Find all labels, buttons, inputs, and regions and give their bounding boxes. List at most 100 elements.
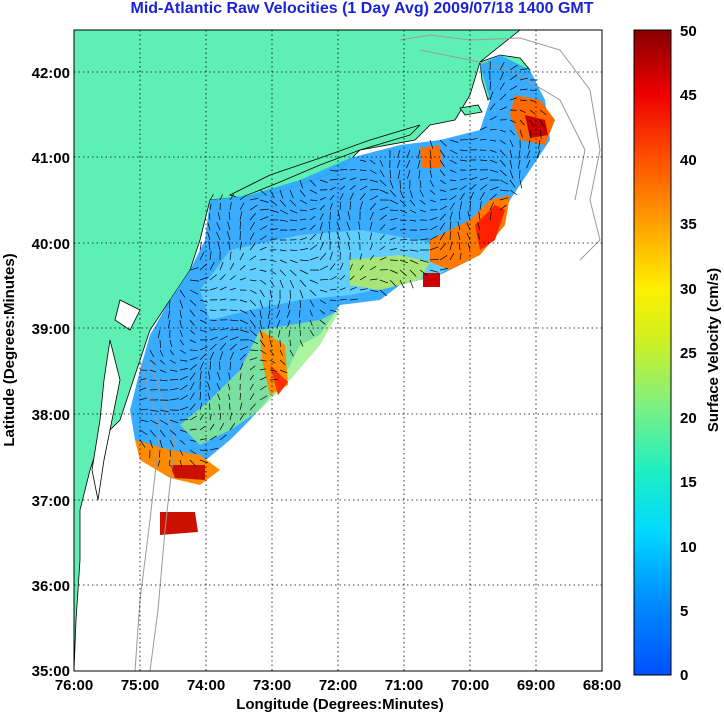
velocity-vector: [209, 343, 217, 351]
velocity-vector: [157, 329, 161, 339]
velocity-vector: [379, 206, 389, 211]
velocity-vector: [499, 189, 509, 192]
velocity-vector: [259, 199, 269, 203]
velocity-vector: [409, 209, 417, 214]
map-title: Mid-Atlantic Raw Velocities (1 Day Avg) …: [130, 0, 594, 17]
velocity-vector: [417, 149, 421, 159]
velocity-vector: [229, 402, 231, 411]
velocity-vector: [189, 267, 199, 271]
velocity-vector: [199, 241, 202, 251]
velocity-vector: [509, 149, 513, 159]
velocity-vector: [269, 289, 273, 299]
velocity-vector: [489, 139, 497, 142]
velocity-vector: [419, 209, 426, 213]
velocity-vector: [309, 279, 319, 284]
velocity-vector: [199, 402, 203, 411]
velocity-vector: [229, 262, 235, 271]
velocity-vector: [287, 299, 291, 309]
velocity-vector: [389, 169, 392, 179]
velocity-vector: [406, 149, 411, 159]
x-tick-label: 71:00: [385, 677, 423, 694]
velocity-vector: [279, 269, 286, 277]
velocity-vector: [288, 329, 291, 337]
velocity-vector: [289, 289, 291, 299]
velocity-vector: [519, 88, 528, 91]
velocity-vector: [329, 276, 337, 281]
velocity-vector: [329, 202, 333, 211]
velocity-vector: [259, 189, 267, 196]
velocity-vector: [499, 129, 506, 133]
velocity-vector: [219, 422, 225, 431]
velocity-vector: [259, 299, 263, 309]
velocity-vector: [209, 287, 218, 291]
velocity-vector: [229, 193, 234, 201]
velocity-vector: [479, 126, 488, 131]
velocity-vector: [399, 219, 407, 222]
colorbar-tick: 35: [680, 216, 697, 233]
velocity-vector: [539, 129, 542, 139]
velocity-vector: [149, 369, 157, 373]
colorbar-tick: 0: [680, 667, 688, 684]
velocity-vector: [269, 359, 276, 364]
velocity-vector: [139, 387, 147, 391]
velocity-vector: [439, 205, 447, 211]
velocity-vector: [369, 195, 379, 201]
velocity-vector: [369, 211, 374, 221]
velocity-vector: [509, 169, 514, 179]
velocity-vector: [369, 179, 378, 183]
velocity-vector: [449, 241, 453, 251]
velocity-vector: [509, 97, 518, 101]
velocity-vector: [319, 265, 328, 271]
velocity-vector: [227, 231, 231, 241]
velocity-vector: [229, 329, 239, 331]
velocity-vector: [279, 189, 284, 199]
velocity-vector: [429, 189, 436, 195]
velocity-vector: [439, 159, 445, 168]
velocity-vector: [329, 251, 333, 261]
colorbar-tick: 45: [680, 87, 697, 104]
y-tick-label: 39:00: [32, 321, 70, 338]
velocity-vector: [189, 415, 197, 421]
velocity-vector: [139, 429, 148, 436]
velocity-vector: [279, 279, 284, 289]
x-tick-label: 76:00: [55, 677, 93, 694]
velocity-vector: [149, 429, 157, 438]
velocity-vector: [477, 233, 481, 241]
x-tick-label: 68:00: [583, 677, 621, 694]
velocity-vector: [179, 406, 189, 411]
velocity-vector: [329, 263, 336, 271]
velocity-vector: [429, 169, 433, 179]
velocity-vector: [519, 77, 529, 81]
velocity-vector: [466, 222, 471, 231]
velocity-vector: [219, 335, 228, 341]
velocity-vector: [227, 383, 231, 391]
velocity-vector: [249, 279, 257, 282]
velocity-vector: [199, 361, 204, 371]
velocity-vector: [269, 279, 275, 288]
velocity-vector: [459, 159, 467, 162]
velocity-vector: [389, 248, 397, 251]
velocity-vector: [299, 227, 307, 231]
velocity-vector: [429, 149, 432, 159]
velocity-vectors: [139, 61, 547, 467]
velocity-vector: [439, 213, 447, 221]
velocity-vector: [239, 402, 243, 411]
velocity-vector: [199, 459, 209, 464]
velocity-vector: [199, 426, 206, 431]
velocity-vector: [439, 232, 446, 241]
velocity-vector: [458, 242, 461, 251]
colorbar-tick: 20: [680, 410, 697, 427]
velocity-vector: [489, 186, 499, 191]
velocity-vector: [489, 128, 497, 131]
velocity-vector: [379, 279, 389, 284]
velocity-vector: [159, 409, 169, 413]
velocity-vector: [489, 193, 497, 201]
velocity-vector: [319, 205, 325, 211]
velocity-vector: [259, 349, 267, 355]
velocity-vector: [209, 309, 217, 312]
velocity-vector: [459, 192, 465, 201]
velocity-vector: [329, 309, 337, 313]
velocity-vector: [529, 89, 537, 91]
velocity-vector: [269, 238, 278, 241]
